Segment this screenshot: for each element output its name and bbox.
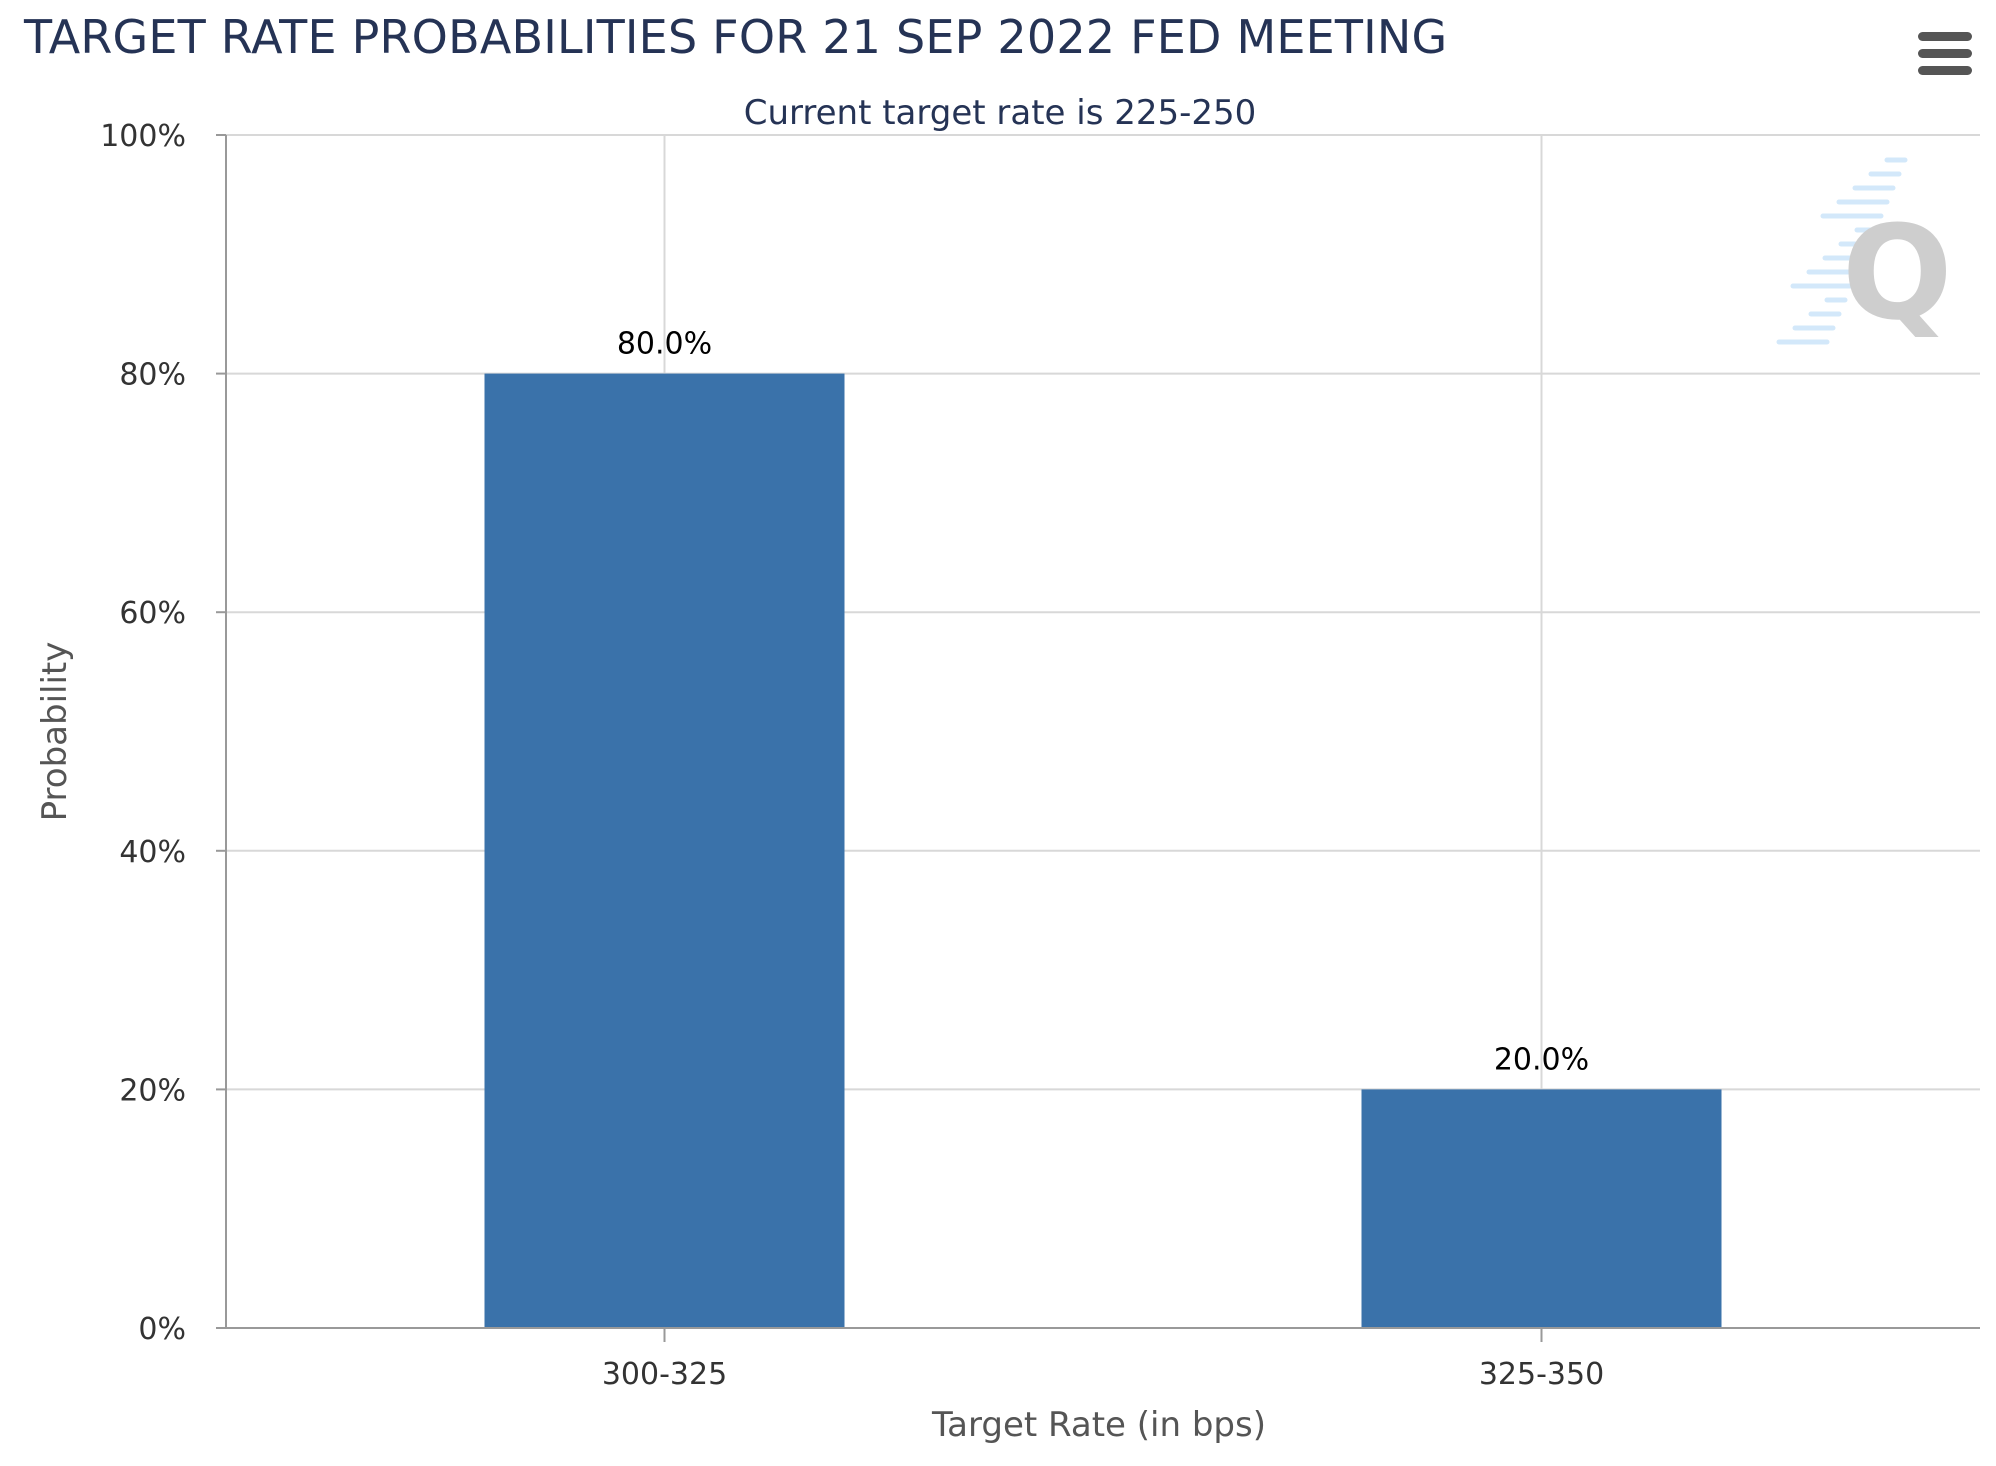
y-axis-title: Probability [35, 642, 75, 822]
axes [216, 134, 1980, 1342]
y-tick-label: 0% [138, 1312, 186, 1347]
y-tick-label: 80% [119, 358, 186, 393]
y-tick-label: 100% [100, 119, 186, 154]
menu-button[interactable] [1918, 32, 1972, 76]
bar-300-325 [484, 373, 845, 1329]
y-tick-label: 40% [119, 835, 186, 870]
x-axis-title: Target Rate (in bps) [931, 1405, 1266, 1445]
chart-title: TARGET RATE PROBABILITIES FOR 21 SEP 202… [24, 10, 1448, 64]
bar-325-350 [1361, 1089, 1722, 1328]
bars [484, 373, 1722, 1329]
watermark-letter: Q [1842, 197, 1953, 349]
y-tick-label: 20% [119, 1073, 186, 1108]
logo-watermark-icon: Q [1776, 157, 1953, 349]
bar-data-label: 20.0% [1494, 1042, 1589, 1077]
hamburger-menu-icon-bar [1918, 66, 1972, 75]
labels: 0% 20% 40% 60% 80% 100% 80.0% 300-325 20.0% 325-3… [35, 93, 1604, 1445]
x-tick-label: 300-325 [602, 1357, 727, 1392]
chart-subtitle: Current target rate is 225-250 [744, 93, 1257, 133]
x-tick-label: 325-350 [1479, 1357, 1604, 1392]
hamburger-menu-icon-bar [1918, 49, 1972, 58]
y-tick-label: 60% [119, 596, 186, 631]
hamburger-menu-icon [1918, 32, 1972, 41]
bar-data-label: 80.0% [617, 327, 712, 362]
